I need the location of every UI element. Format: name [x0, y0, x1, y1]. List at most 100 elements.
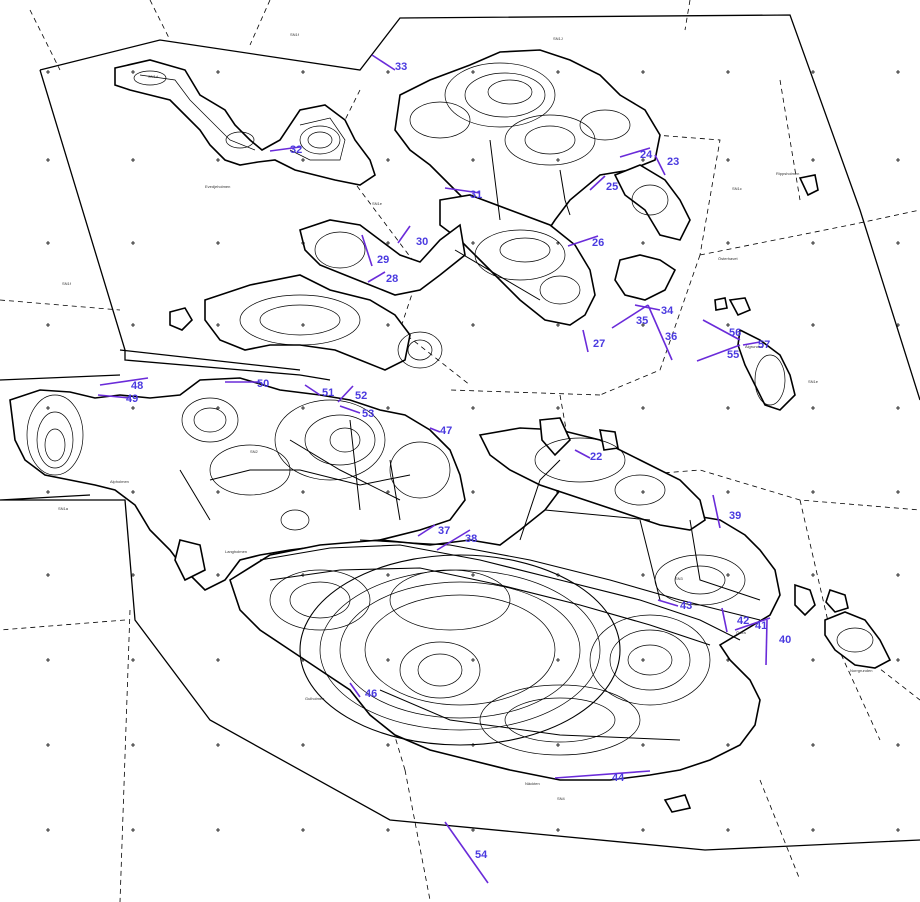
- marker-label-41: 41: [755, 620, 767, 632]
- grid-cross: [641, 406, 645, 410]
- marker-label-49: 49: [126, 393, 138, 405]
- grid-cross: [386, 658, 390, 662]
- grid-label: SN1e: [372, 201, 383, 206]
- grid-cross: [46, 658, 50, 662]
- grid-cross: [386, 828, 390, 832]
- grid-cross: [301, 323, 305, 327]
- grid-cross: [471, 158, 475, 162]
- grid-cross: [216, 573, 220, 577]
- grid-cross: [896, 323, 900, 327]
- grid-cross: [301, 241, 305, 245]
- place-langholmen: Langholmen: [225, 549, 247, 554]
- place-labels: Evedjeholmen Österhavet Älgrunden Rippsh…: [110, 171, 872, 786]
- grid-cross: [896, 406, 900, 410]
- marker-label-25: 25: [606, 181, 618, 193]
- marker-label-46: 46: [365, 688, 377, 700]
- grid-cross: [641, 490, 645, 494]
- place-norrgrunden: Norrgrunden: [850, 668, 872, 673]
- place-gulholmen: Gulholmen: [305, 696, 324, 701]
- grid-cross: [386, 743, 390, 747]
- marker-label-26: 26: [592, 237, 604, 249]
- grid-cross: [726, 70, 730, 74]
- grid-cross: [471, 323, 475, 327]
- grid-cross: [471, 241, 475, 245]
- grid-cross: [811, 490, 815, 494]
- grid-cross: [896, 490, 900, 494]
- marker-label-50: 50: [257, 378, 269, 390]
- grid-label: SN3: [675, 576, 684, 581]
- grid-cross: [726, 323, 730, 327]
- grid-cross: [471, 743, 475, 747]
- grid-cross: [556, 743, 560, 747]
- grid-cross: [46, 323, 50, 327]
- grid-cross: [216, 743, 220, 747]
- grid-cross: [301, 490, 305, 494]
- place-ostanhavet: Österhavet: [718, 256, 738, 261]
- grid-cross: [641, 658, 645, 662]
- marker-label-31: 31: [470, 189, 482, 201]
- marker-label-42: 42: [737, 615, 749, 627]
- grid-cross: [726, 828, 730, 832]
- grid-cross: [216, 658, 220, 662]
- grid-label: SN4: [557, 796, 566, 801]
- marker-label-47: 47: [440, 425, 452, 437]
- marker-label-51: 51: [322, 387, 334, 399]
- grid-cross: [811, 743, 815, 747]
- grid-cross: [556, 406, 560, 410]
- grid-cross: [131, 158, 135, 162]
- grid-cross: [471, 406, 475, 410]
- marker-label-32: 32: [290, 144, 302, 156]
- grid-cross: [896, 573, 900, 577]
- grid-cross: [216, 490, 220, 494]
- grid-cross: [556, 241, 560, 245]
- marker-label-54: 54: [475, 849, 488, 861]
- grid-cross: [811, 323, 815, 327]
- grid-cross: [641, 70, 645, 74]
- grid-cross: [131, 406, 135, 410]
- grid-cross: [811, 658, 815, 662]
- grid-cross: [216, 158, 220, 162]
- grid-cross: [811, 158, 815, 162]
- grid-crosses: [46, 70, 900, 832]
- grid-cross: [216, 406, 220, 410]
- marker-label-30: 30: [416, 236, 428, 248]
- grid-label: SN1c: [732, 186, 742, 191]
- grid-label: SN1a: [58, 506, 69, 511]
- grid-cross: [471, 490, 475, 494]
- grid-cross: [131, 828, 135, 832]
- grid-cross: [46, 241, 50, 245]
- grid-cross: [386, 490, 390, 494]
- grid-cross: [811, 241, 815, 245]
- grid-cross: [726, 743, 730, 747]
- grid-cross: [896, 743, 900, 747]
- solid-boundaries: [0, 14, 920, 851]
- grid-cross: [726, 406, 730, 410]
- grid-cross: [301, 70, 305, 74]
- grid-cross: [131, 241, 135, 245]
- grid-cross: [471, 828, 475, 832]
- marker-label-34: 34: [661, 305, 674, 317]
- grid-cross: [641, 241, 645, 245]
- grid-label: SN2: [250, 449, 259, 454]
- marker-label-38: 38: [465, 533, 477, 545]
- grid-cross: [641, 743, 645, 747]
- marker-label-57: 57: [758, 339, 770, 351]
- place-evedjeholmen: Evedjeholmen: [205, 184, 230, 189]
- grid-cross: [896, 658, 900, 662]
- marker-label-28: 28: [386, 273, 398, 285]
- grid-cross: [216, 828, 220, 832]
- grid-labels: SN1f SN1J SN1d SN1e SN1c SN1f SN1e SN4 S…: [58, 32, 819, 801]
- marker-label-23: 23: [667, 156, 679, 168]
- grid-cross: [811, 828, 815, 832]
- grid-cross: [216, 70, 220, 74]
- grid-cross: [46, 70, 50, 74]
- grid-cross: [301, 828, 305, 832]
- grid-cross: [471, 573, 475, 577]
- place-orstra: Östra: [736, 630, 747, 635]
- marker-label-36: 36: [665, 331, 677, 343]
- grid-cross: [471, 658, 475, 662]
- marker-label-44: 44: [612, 772, 625, 784]
- marker-label-52: 52: [355, 390, 367, 402]
- grid-cross: [896, 828, 900, 832]
